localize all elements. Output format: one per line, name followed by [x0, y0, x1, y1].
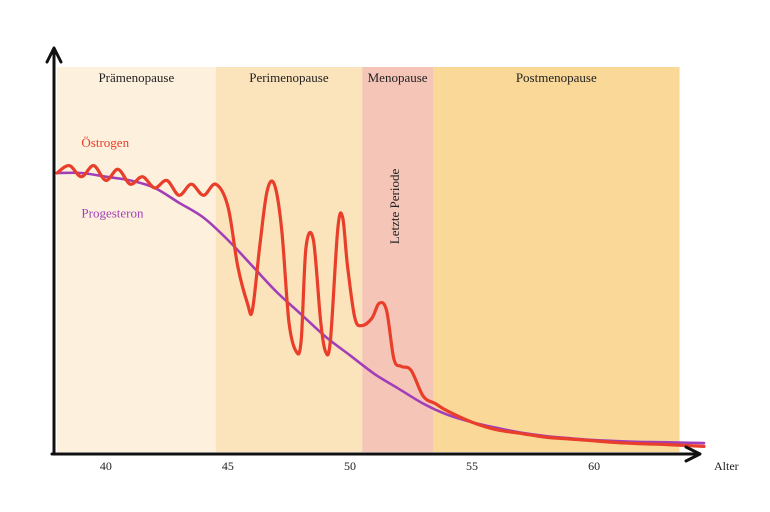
series-line-oestrogen	[55, 163, 706, 448]
x-tick-label: 55	[466, 459, 478, 473]
phase-band-postmenopause	[432, 67, 680, 452]
y-axis-arrow-icon	[45, 46, 63, 64]
x-tick-label: 45	[222, 459, 234, 473]
annotation-last-period: Letzte Periode	[387, 169, 402, 245]
annotations: Letzte Periode	[387, 169, 402, 245]
x-tick-label: 50	[344, 459, 356, 473]
phase-label-perimenopause: Perimenopause	[249, 70, 329, 85]
x-tick-label: 40	[100, 459, 112, 473]
series-label-oestrogen: Östrogen	[81, 135, 129, 150]
phase-label-postmenopause: Postmenopause	[516, 70, 597, 85]
phase-label-praemenopause: Prämenopause	[98, 70, 174, 85]
x-tick-label: 60	[588, 459, 600, 473]
series-labels: Östrogen Progesteron	[81, 135, 144, 221]
x-tick-labels: 40 45 50 55 60	[100, 459, 600, 473]
series-label-progesteron: Progesteron	[81, 206, 144, 221]
x-axis-arrow-icon	[684, 445, 702, 463]
x-axis-label: Alter	[714, 459, 739, 473]
phase-band-praemenopause	[57, 67, 216, 452]
phase-band-perimenopause	[215, 67, 363, 452]
phase-bands	[57, 67, 680, 452]
phase-label-menopause: Menopause	[368, 70, 428, 85]
series-lines	[55, 163, 706, 448]
phase-labels: Prämenopause Perimenopause Menopause Postme…	[98, 70, 597, 85]
axes: Alter	[45, 46, 739, 473]
